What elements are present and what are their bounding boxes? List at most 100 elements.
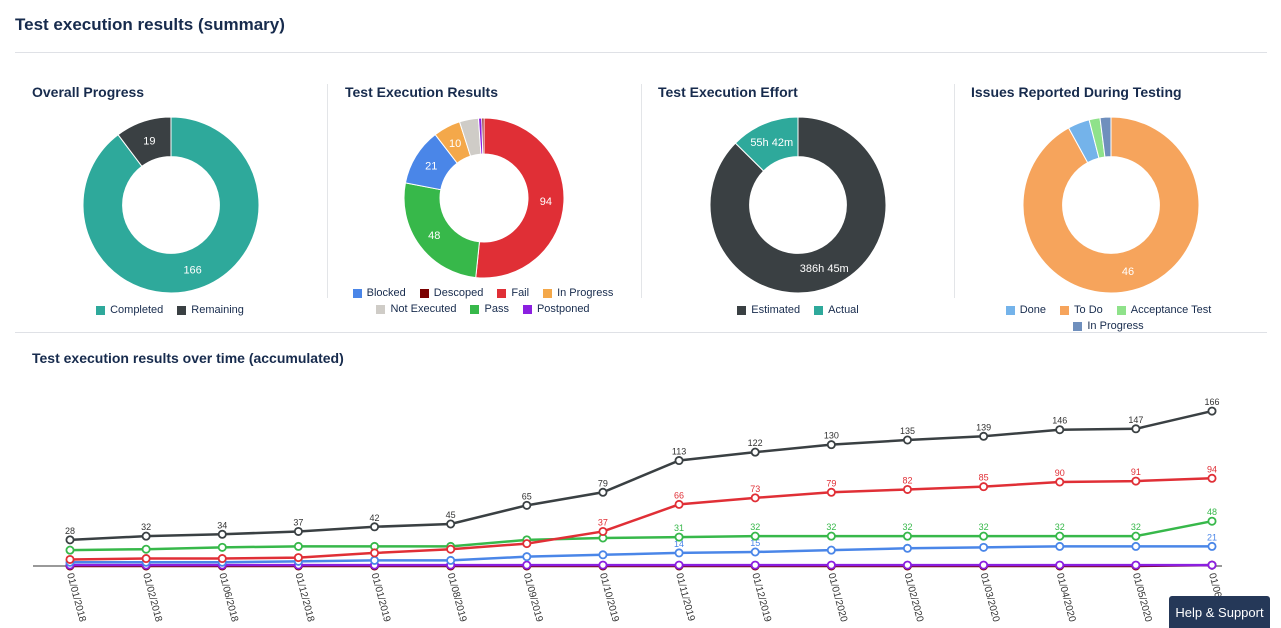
legend-item-postponed[interactable]: Postponed [522, 303, 590, 316]
donut-slice-descoped[interactable] [481, 117, 485, 155]
data-point[interactable] [293, 526, 303, 536]
data-point[interactable] [979, 542, 989, 552]
donut-slice-estimated[interactable] [709, 116, 887, 294]
data-label: 34 [217, 520, 227, 530]
data-point[interactable] [826, 545, 836, 555]
data-point[interactable] [1207, 406, 1217, 416]
donut-slice-label: 46 [1122, 266, 1134, 278]
legend-label: Remaining [191, 304, 244, 316]
data-point[interactable] [1207, 560, 1217, 570]
donut-slice-remaining[interactable] [117, 116, 172, 168]
data-point[interactable] [65, 545, 75, 555]
data-point[interactable] [217, 542, 227, 552]
data-point[interactable] [446, 555, 456, 565]
data-point[interactable] [1131, 560, 1141, 570]
data-point[interactable] [217, 529, 227, 539]
data-point[interactable] [902, 560, 912, 570]
data-point[interactable] [902, 543, 912, 553]
data-point[interactable] [1131, 541, 1141, 551]
data-point[interactable] [446, 544, 456, 554]
data-point[interactable] [1207, 541, 1217, 551]
donut-slice-completed[interactable] [82, 116, 260, 294]
data-point[interactable] [446, 519, 456, 529]
legend-item-blocked[interactable]: Blocked [352, 287, 406, 300]
data-point[interactable] [826, 440, 836, 450]
data-point[interactable] [1055, 560, 1065, 570]
data-point[interactable] [522, 552, 532, 562]
data-point[interactable] [598, 487, 608, 497]
legend-item-not-executed[interactable]: Not Executed [376, 303, 456, 316]
overall-progress-donut: 166 19 [82, 116, 260, 294]
data-point[interactable] [674, 532, 684, 542]
data-point[interactable] [826, 560, 836, 570]
donut-slice-pass[interactable] [403, 182, 481, 279]
data-point[interactable] [979, 560, 989, 570]
data-point[interactable] [598, 550, 608, 560]
help-support-button[interactable]: Help & Support [1169, 596, 1270, 628]
data-point[interactable] [522, 560, 532, 570]
legend-item-to-do[interactable]: To Do [1060, 304, 1103, 317]
legend-item-completed[interactable]: Completed [96, 304, 163, 317]
legend-item-estimated[interactable]: Estimated [737, 304, 800, 317]
data-point[interactable] [1207, 473, 1217, 483]
donut-slice-to-do[interactable] [1022, 116, 1200, 294]
data-point[interactable] [65, 554, 75, 564]
legend-item-actual[interactable]: Actual [814, 304, 859, 317]
data-label: 147 [1128, 415, 1143, 425]
data-point[interactable] [674, 456, 684, 466]
data-point[interactable] [902, 484, 912, 494]
data-point[interactable] [1131, 424, 1141, 434]
legend-item-done[interactable]: Done [1005, 304, 1046, 317]
data-point[interactable] [826, 487, 836, 497]
donut-slice-in-progress[interactable] [1099, 116, 1112, 158]
data-point[interactable] [141, 544, 151, 554]
data-point[interactable] [1131, 476, 1141, 486]
data-point[interactable] [902, 435, 912, 445]
data-point[interactable] [902, 531, 912, 541]
series-line [69, 519, 1213, 552]
data-point[interactable] [1055, 425, 1065, 435]
data-point[interactable] [674, 548, 684, 558]
data-point[interactable] [141, 554, 151, 564]
legend-item-remaining[interactable]: Remaining [177, 304, 244, 317]
data-point[interactable] [217, 554, 227, 564]
data-point[interactable] [750, 493, 760, 503]
data-point[interactable] [1055, 477, 1065, 487]
legend-swatch [352, 289, 362, 298]
donut-slice-actual[interactable] [734, 116, 799, 172]
legend-item-descoped[interactable]: Descoped [419, 287, 483, 300]
data-point[interactable] [750, 560, 760, 570]
data-point[interactable] [65, 535, 75, 545]
data-point[interactable] [1131, 531, 1141, 541]
data-point[interactable] [522, 539, 532, 549]
data-point[interactable] [750, 447, 760, 457]
over-time-line-chart: 01/01/2018 01/02/2018 01/06/2018 01/12/2018… [33, 397, 1230, 624]
data-point[interactable] [370, 522, 380, 532]
data-point[interactable] [370, 555, 380, 565]
data-point[interactable] [141, 531, 151, 541]
data-point[interactable] [1055, 541, 1065, 551]
data-point[interactable] [293, 541, 303, 551]
donut-slice-fail[interactable] [475, 117, 565, 279]
data-point[interactable] [1055, 531, 1065, 541]
data-point[interactable] [522, 500, 532, 510]
data-point[interactable] [979, 531, 989, 541]
legend-item-pass[interactable]: Pass [470, 303, 509, 316]
legend-item-in-progress[interactable]: In Progress [1073, 320, 1144, 333]
data-label: 15 [750, 538, 760, 548]
data-point[interactable] [598, 560, 608, 570]
data-point[interactable] [370, 548, 380, 558]
data-point[interactable] [674, 499, 684, 509]
legend-item-fail[interactable]: Fail [497, 287, 529, 300]
legend-item-in-progress[interactable]: In Progress [543, 287, 613, 300]
data-point[interactable] [674, 560, 684, 570]
data-point[interactable] [826, 531, 836, 541]
data-point[interactable] [750, 547, 760, 557]
data-point[interactable] [979, 482, 989, 492]
data-point[interactable] [750, 531, 760, 541]
data-point[interactable] [1207, 516, 1217, 526]
data-point[interactable] [598, 526, 608, 536]
legend-item-acceptance-test[interactable]: Acceptance Test [1116, 304, 1211, 317]
data-point[interactable] [979, 431, 989, 441]
data-point[interactable] [293, 553, 303, 563]
